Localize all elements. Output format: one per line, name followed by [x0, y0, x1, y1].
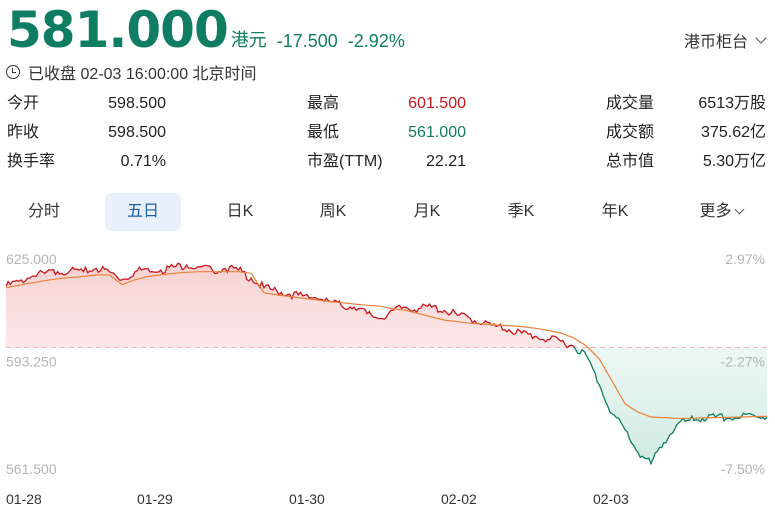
stats-panel: 今开 598.500 昨收 598.500 换手率 0.71% 最高 601.5…: [0, 92, 775, 182]
prev-close-value: 598.500: [108, 124, 166, 141]
y-axis-percent-label: -2.27%: [721, 354, 765, 370]
tab-label: 分时: [27, 203, 60, 220]
period-tabs: 分时 五日 日K 周K 月K 季K 年K 更多: [0, 193, 775, 231]
price-change: -17.500: [276, 31, 338, 51]
five-day-chart[interactable]: 625.000 593.250 561.500 2.97% -2.27% -7.50% 01…: [0, 240, 775, 518]
tab-intraday[interactable]: 分时: [14, 193, 74, 231]
market-cap-label: 总市值: [606, 153, 655, 170]
price-line-up: [5, 262, 576, 348]
tab-label: 月K: [413, 203, 441, 220]
area-fill-down: [567, 347, 767, 464]
average-price-line: [5, 271, 768, 419]
amount-value: 375.62亿: [701, 124, 766, 141]
tab-label: 年K: [601, 203, 629, 220]
open-value: 598.500: [108, 95, 166, 112]
low-value: 561.000: [408, 124, 466, 141]
currency-label: 港元: [230, 30, 267, 50]
tab-quarterly-k[interactable]: 季K: [491, 193, 551, 231]
tab-yearly-k[interactable]: 年K: [585, 193, 645, 231]
market-cap-value: 5.30万亿: [702, 153, 766, 170]
tab-label: 季K: [507, 203, 535, 220]
x-axis-date-label: 01-30: [289, 491, 325, 507]
chevron-down-icon: [734, 204, 744, 215]
high-value: 601.500: [408, 95, 466, 112]
tab-label: 周K: [319, 203, 347, 220]
tab-weekly-k[interactable]: 周K: [303, 193, 363, 231]
tab-monthly-k[interactable]: 月K: [397, 193, 457, 231]
tab-five-day[interactable]: 五日: [105, 193, 181, 231]
low-label: 最低: [307, 124, 340, 141]
y-axis-percent-label: 2.97%: [725, 251, 765, 267]
prev-close-label: 昨收: [7, 124, 40, 141]
turnover-rate-label: 换手率: [7, 153, 56, 170]
tab-label: 更多: [699, 203, 732, 220]
tab-daily-k[interactable]: 日K: [210, 193, 270, 231]
price-change-percent: -2.92%: [347, 31, 405, 51]
pe-label: 市盈(TTM): [307, 153, 383, 170]
y-axis-tick-label: 561.500: [6, 461, 57, 477]
turnover-rate-value: 0.71%: [120, 153, 166, 170]
volume-label: 成交量: [606, 95, 655, 112]
open-label: 今开: [7, 95, 40, 112]
tab-more[interactable]: 更多: [686, 193, 756, 231]
pe-value: 22.21: [425, 153, 466, 170]
x-axis-date-label: 01-29: [137, 491, 173, 507]
market-dropdown-label: 港币柜台: [683, 34, 748, 51]
quote-header: 581.000 港元 -17.500 -2.92%: [7, 2, 405, 58]
x-axis-date-label: 02-03: [593, 491, 629, 507]
market-status: 已收盘 02-03 16:00:00 北京时间: [6, 60, 257, 84]
market-status-text: 已收盘 02-03 16:00:00 北京时间: [28, 66, 257, 83]
clock-icon: [6, 65, 20, 79]
y-axis-tick-label: 593.250: [6, 354, 57, 370]
x-axis-date-label: 01-28: [6, 491, 42, 507]
volume-value: 6513万股: [698, 95, 766, 112]
tab-label: 五日: [126, 203, 159, 220]
amount-label: 成交额: [606, 124, 655, 141]
chevron-down-icon: [755, 32, 767, 44]
market-dropdown[interactable]: 港币柜台: [683, 28, 767, 52]
chart-svg: 625.000 593.250 561.500 2.97% -2.27% -7.50% 01…: [5, 251, 768, 507]
x-axis-date-label: 02-02: [441, 491, 477, 507]
area-fill-up: [6, 263, 767, 348]
y-axis-tick-label: 625.000: [6, 251, 57, 267]
price-line-down: [566, 347, 768, 466]
tab-label: 日K: [226, 203, 254, 220]
y-axis-percent-label: -7.50%: [721, 461, 765, 477]
last-price: 581.000: [7, 1, 229, 59]
high-label: 最高: [307, 95, 340, 112]
